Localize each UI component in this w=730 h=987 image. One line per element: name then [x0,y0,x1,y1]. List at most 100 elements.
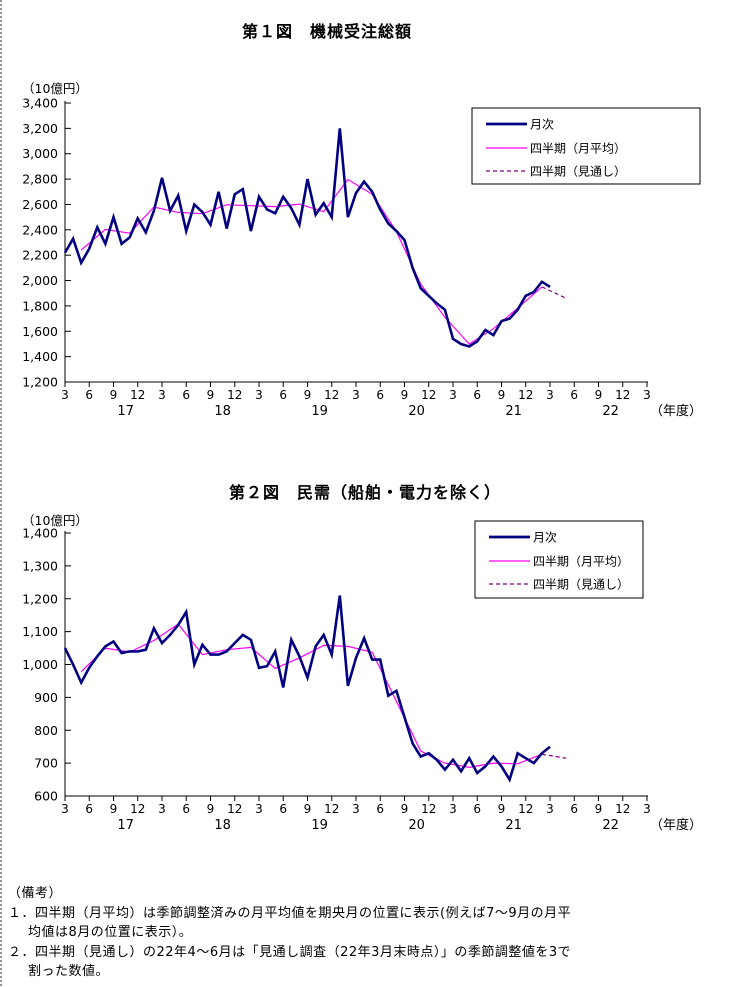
notes-heading: （備考） [8,886,63,901]
fiscal-year-label: 22 [602,818,619,833]
legend-item-label: 四半期（見通し） [533,578,629,592]
x-tick-label: 6 [473,802,481,816]
legend-item-label: 四半期（月平均） [533,555,629,569]
x-tick-label: 6 [279,388,287,402]
x-tick-label: 12 [227,802,242,816]
legend-item-label: 四半期（見通し） [530,165,626,179]
fiscal-year-label: 18 [214,404,231,419]
x-tick-label: 12 [518,388,533,402]
figure2-title: 第２図 民需（船舶・電力を除く） [229,483,501,502]
quarterly-forecast-line [541,286,567,299]
x-tick-label: 6 [85,388,93,402]
note-line: ２．四半期（見通し）の22年4～6月は「見通し調査（22年3月末時点）」の季節調… [8,944,572,960]
y-tick-label: 2,200 [22,248,58,263]
x-tick-label: 6 [570,802,578,816]
x-tick-label: 12 [421,388,436,402]
legend-item-label: 月次 [533,531,557,545]
x-tick-label: 6 [182,802,190,816]
quarterly-average-line [80,178,543,345]
x-tick-label: 3 [158,802,166,816]
x-tick-label: 3 [158,388,166,402]
legend-box [474,520,644,599]
figure1-unit-label: （10億円） [22,81,88,96]
x-axis-unit-label: （年度） [650,403,702,419]
y-tick-label: 3,200 [22,121,58,136]
x-tick-label: 6 [570,388,578,402]
x-tick-label: 6 [182,388,190,402]
legend-item-label: 月次 [530,118,554,132]
y-tick-label: 2,400 [22,222,58,237]
y-tick-label: 1,400 [22,526,58,541]
x-tick-label: 9 [304,388,312,402]
y-tick-label: 1,200 [22,375,58,390]
x-tick-label: 3 [546,802,554,816]
fiscal-year-label: 18 [214,818,231,833]
monthly-line [63,128,551,348]
figure1-title: 第１図 機械受注総額 [242,22,412,41]
x-tick-label: 9 [110,388,118,402]
figure1-plot: 3,400 3,200 3,000 2,800 2,600 2,400 2,200 2,000… [22,96,702,420]
x-tick-label: 12 [615,388,630,402]
note-line: 均値は8月の位置に表示）。 [28,925,193,940]
x-tick-label: 9 [498,388,506,402]
x-tick-label: 3 [61,802,69,816]
y-tick-label: 3,400 [22,96,58,111]
y-tick-label: 800 [34,723,58,738]
x-tick-label: 12 [615,802,630,816]
x-tick-label: 3 [61,388,69,402]
x-tick-label: 6 [376,388,384,402]
y-tick-label: 1,400 [22,349,58,364]
figure2-unit-label: （10億円） [22,513,88,528]
x-tick-label: 3 [255,388,263,402]
x-tick-label: 9 [401,388,409,402]
y-tick-label: 700 [34,756,58,771]
fiscal-year-label: 20 [408,404,425,419]
x-tick-label: 12 [324,388,339,402]
x-tick-label: 6 [473,388,481,402]
y-tick-label: 1,200 [22,591,58,606]
quarterly-average-line [80,623,543,769]
x-tick-label: 12 [518,802,533,816]
x-tick-label: 3 [643,388,651,402]
note-line: 割った数値。 [28,964,110,979]
fiscal-year-label: 20 [408,818,425,833]
quarterly-forecast-line [541,753,567,759]
x-tick-label: 9 [304,802,312,816]
x-tick-label: 12 [227,388,242,402]
x-tick-label: 9 [595,388,603,402]
x-tick-label: 9 [207,388,215,402]
x-tick-label: 9 [498,802,506,816]
y-tick-label: 2,800 [22,172,58,187]
x-tick-label: 12 [421,802,436,816]
x-tick-label: 12 [130,802,145,816]
y-tick-label: 3,000 [22,146,58,161]
legend-item-label: 四半期（月平均） [530,142,626,156]
x-tick-label: 3 [255,802,263,816]
x-tick-label: 3 [546,388,554,402]
x-tick-label: 3 [352,388,360,402]
x-tick-label: 6 [376,802,384,816]
notes-block: （備考） １．四半期（月平均）は季節調整済みの月平均値を期央月の位置に表示(例え… [8,884,722,982]
x-tick-label: 6 [279,802,287,816]
x-tick-label: 9 [401,802,409,816]
x-tick-label: 6 [85,802,93,816]
y-tick-label: 600 [34,789,58,804]
fiscal-year-label: 19 [311,818,328,833]
y-tick-label: 1,100 [22,624,58,639]
fiscal-year-label: 17 [117,818,134,833]
x-tick-label: 3 [352,802,360,816]
note-line: １．四半期（月平均）は季節調整済みの月平均値を期央月の位置に表示(例えば7～9月… [8,905,572,921]
y-tick-label: 2,000 [22,273,58,288]
x-tick-label: 12 [324,802,339,816]
x-tick-label: 3 [449,388,457,402]
window-left-edge [0,0,2,987]
y-tick-label: 1,000 [22,657,58,672]
x-tick-label: 9 [595,802,603,816]
x-tick-label: 9 [207,802,215,816]
x-axis-unit-label: （年度） [650,817,702,833]
fiscal-year-label: 21 [505,818,522,833]
y-tick-label: 900 [34,690,58,705]
